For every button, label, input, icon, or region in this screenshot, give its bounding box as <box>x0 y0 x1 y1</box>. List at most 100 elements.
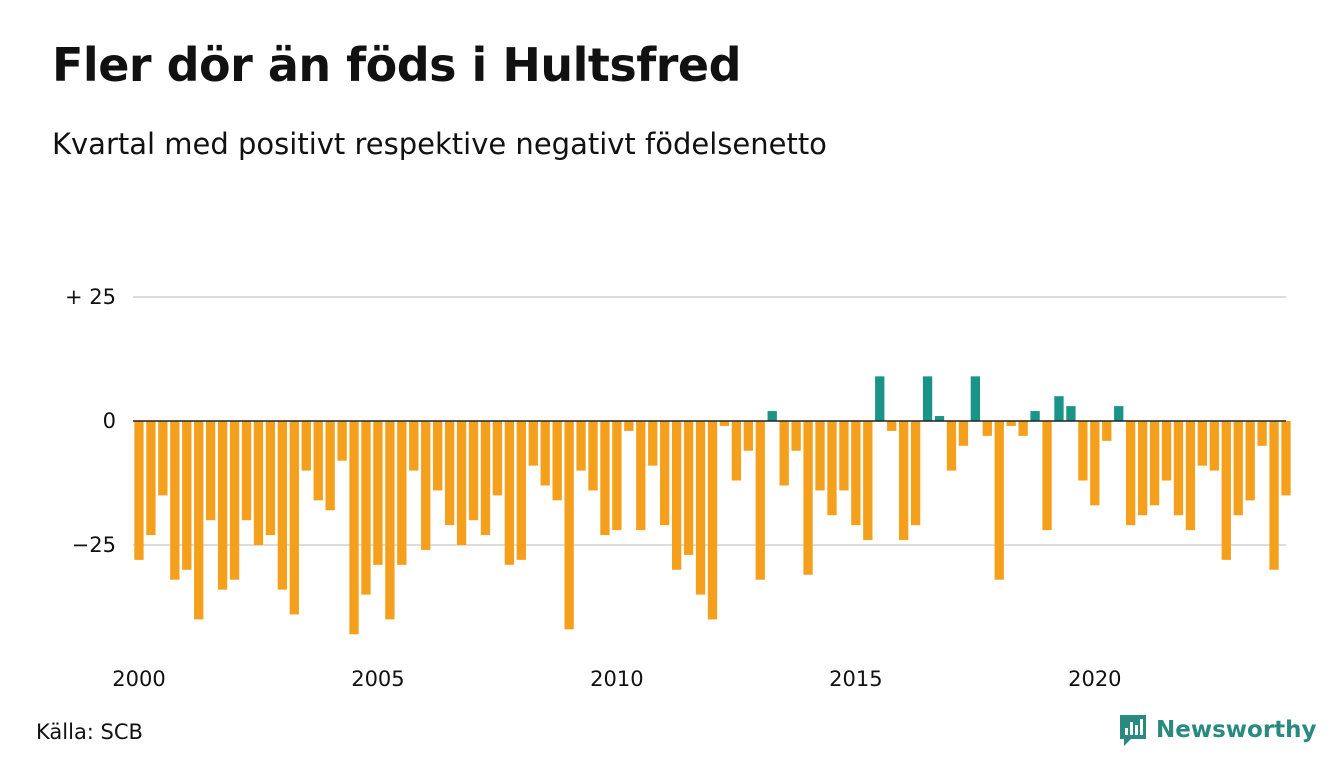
bar-negative <box>946 421 957 471</box>
bar-positive <box>1030 411 1040 421</box>
bar-negative <box>158 421 168 496</box>
y-tick-label: + 25 <box>65 285 116 309</box>
bar-positive <box>1114 406 1124 421</box>
bar-negative <box>707 421 718 620</box>
bar-negative <box>349 421 359 635</box>
bar-negative <box>337 421 347 461</box>
bar-negative <box>827 421 837 516</box>
bar-negative <box>636 421 646 531</box>
bar-negative <box>839 421 849 491</box>
bar-negative <box>206 421 216 521</box>
bar-negative <box>1090 421 1100 506</box>
bar-negative <box>480 421 491 536</box>
bar-negative <box>910 421 921 526</box>
x-tick-label: 2005 <box>351 667 404 691</box>
bar-negative <box>265 421 276 536</box>
bar-negative <box>612 421 622 531</box>
brand-name: Newsworthy <box>1156 717 1317 743</box>
bar-negative <box>325 421 335 511</box>
bar-positive <box>875 376 885 421</box>
bar-negative <box>958 421 969 446</box>
bar-negative <box>170 421 180 580</box>
x-tick-label: 2015 <box>829 667 882 691</box>
bar-negative <box>779 421 789 486</box>
x-tick-label: 2010 <box>590 667 643 691</box>
bar-negative <box>409 421 419 471</box>
newsworthy-logo-icon <box>1120 715 1146 746</box>
bar-negative <box>1281 421 1291 496</box>
bar-negative <box>540 421 550 486</box>
bar-negative <box>444 421 455 526</box>
x-tick-label: 2000 <box>112 667 165 691</box>
bar-negative <box>1185 421 1196 531</box>
bar-negative <box>887 421 897 431</box>
chart-subtitle: Kvartal med positivt respektive negativt… <box>52 127 827 161</box>
bar-negative <box>1245 421 1255 501</box>
bar-negative <box>1269 421 1279 570</box>
bar-negative <box>134 421 144 560</box>
bar-negative <box>468 421 479 521</box>
bar-negative <box>743 421 753 451</box>
bar-negative <box>229 421 240 580</box>
bar-negative <box>433 421 443 491</box>
bars <box>134 376 1291 635</box>
bar-negative <box>1126 421 1136 526</box>
bar-negative <box>277 421 288 590</box>
bar-negative <box>564 421 574 630</box>
bar-negative <box>791 421 801 451</box>
bar-negative <box>648 421 658 466</box>
x-tick-label: 2020 <box>1068 667 1121 691</box>
bar-negative <box>1149 421 1160 506</box>
bar-negative <box>731 421 742 481</box>
bar-negative <box>863 421 873 541</box>
bar-negative <box>671 421 682 570</box>
bar-negative <box>1233 421 1243 516</box>
bar-negative <box>1006 421 1016 426</box>
bar-negative <box>217 421 228 590</box>
bar-negative <box>146 421 156 536</box>
bar-negative <box>1137 421 1148 516</box>
bar-negative <box>1257 421 1267 446</box>
bar-negative <box>1161 421 1172 481</box>
bar-negative <box>1173 421 1184 516</box>
bar-positive <box>1066 406 1076 421</box>
brand-logo: Newsworthy <box>1118 712 1317 748</box>
axes: + 25 0 −25 2000 2005 2010 2015 2020 <box>65 285 1286 691</box>
bar-negative <box>803 421 813 575</box>
bar-negative <box>1221 421 1231 560</box>
bar-negative <box>1042 421 1052 531</box>
bar-negative <box>576 421 586 471</box>
bar-negative <box>289 421 299 615</box>
bar-negative <box>660 421 670 526</box>
bar-negative <box>552 421 562 501</box>
bar-negative <box>1078 421 1088 481</box>
bar-negative <box>516 421 526 560</box>
bar-negative <box>253 421 264 545</box>
bar-negative <box>301 421 311 471</box>
bar-negative <box>815 421 825 491</box>
y-tick-label: −25 <box>72 533 116 557</box>
bar-negative <box>994 421 1004 580</box>
bar-negative <box>899 421 909 541</box>
bar-negative <box>313 421 323 501</box>
bar-negative <box>182 421 192 570</box>
bar-negative <box>695 421 706 595</box>
bar-negative <box>492 421 503 496</box>
bar-positive <box>1054 396 1064 421</box>
bar-negative <box>421 421 431 550</box>
bar-negative <box>851 421 861 526</box>
bar-positive <box>767 411 777 421</box>
bar-positive <box>970 376 981 421</box>
bar-negative <box>588 421 598 491</box>
bar-negative <box>719 421 730 426</box>
bar-negative <box>1018 421 1028 436</box>
bar-negative <box>528 421 538 466</box>
bar-negative <box>683 421 694 555</box>
bar-negative <box>385 421 395 620</box>
bar-negative <box>600 421 610 536</box>
bar-negative <box>361 421 371 595</box>
chart-title: Fler dör än föds i Hultsfred <box>52 38 742 92</box>
source-note: Källa: SCB <box>36 720 143 744</box>
bar-negative <box>397 421 407 565</box>
bar-chart: + 25 0 −25 2000 2005 2010 2015 2020 <box>65 285 1291 691</box>
